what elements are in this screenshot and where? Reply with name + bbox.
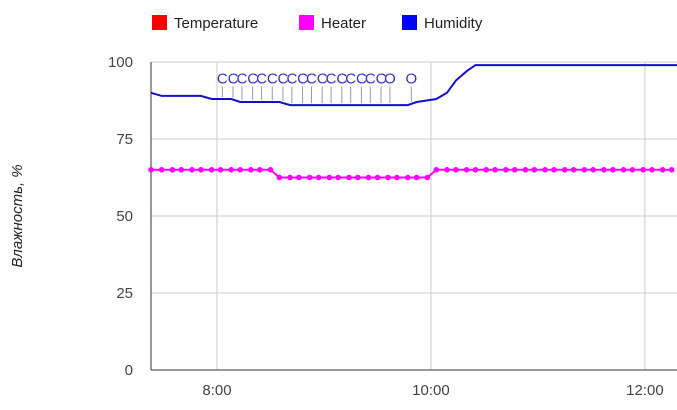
- data-point-heater: [561, 167, 568, 173]
- data-point-heater: [531, 167, 538, 173]
- data-point-heater: [581, 167, 588, 173]
- annotation-label: C: [286, 71, 297, 88]
- data-point-heater: [413, 174, 420, 181]
- data-point-heater: [385, 174, 391, 181]
- annotation-label: C: [376, 71, 387, 88]
- data-point-heater: [287, 174, 293, 181]
- legend-label: Humidity: [424, 15, 483, 32]
- data-point-heater: [267, 167, 274, 173]
- x-tick-label: 8:00: [202, 382, 231, 399]
- data-point-heater: [326, 174, 333, 181]
- annotation-label: C: [356, 71, 367, 88]
- data-point-heater: [374, 174, 381, 181]
- y-axis-title: Влажность, %: [9, 164, 26, 267]
- data-point-heater: [640, 167, 646, 173]
- legend-label: Temperature: [174, 15, 258, 32]
- data-point-heater: [444, 167, 450, 173]
- data-point-heater: [189, 167, 195, 173]
- data-point-heater: [610, 167, 616, 173]
- annotation-label: O: [405, 71, 417, 88]
- annotation-label: C: [228, 71, 239, 88]
- annotation-label: O: [384, 71, 396, 88]
- legend: Temperature Heater Humidity: [152, 15, 483, 32]
- data-point-heater: [178, 167, 185, 173]
- annotation-label: C: [317, 71, 328, 88]
- data-point-heater: [463, 167, 470, 173]
- y-tick-label: 100: [108, 54, 133, 71]
- annotation-label: C: [278, 71, 289, 88]
- legend-item-heater: Heater: [299, 15, 366, 32]
- data-point-heater: [346, 174, 352, 181]
- data-point-heater: [315, 174, 322, 181]
- data-point-heater: [472, 167, 479, 173]
- data-point-heater: [570, 167, 577, 173]
- data-point-heater: [492, 167, 498, 173]
- data-point-heater: [503, 167, 509, 173]
- y-tick-label: 0: [125, 362, 133, 379]
- data-point-heater: [649, 167, 655, 173]
- data-point-heater: [522, 167, 529, 173]
- y-tick-label: 50: [116, 208, 133, 225]
- axis-labels: 0 25 50 75 100 8:00 10:00 12:00 Влажность, %: [9, 54, 664, 399]
- annotation-label: C: [326, 71, 337, 88]
- legend-item-humidity: Humidity: [402, 15, 483, 32]
- data-point-heater: [483, 167, 490, 173]
- annotation-label: C: [217, 71, 228, 88]
- data-point-heater: [198, 167, 204, 173]
- legend-label: Heater: [321, 15, 366, 32]
- data-point-heater: [668, 167, 675, 173]
- data-point-heater: [365, 174, 372, 181]
- data-point-heater: [217, 167, 224, 173]
- data-point-heater: [306, 174, 313, 181]
- data-point-heater: [276, 174, 283, 181]
- annotation-label: C: [336, 71, 347, 88]
- data-point-heater: [296, 174, 302, 181]
- data-point-heater: [424, 174, 431, 181]
- data-point-heater: [551, 167, 557, 173]
- annotation-label: C: [306, 71, 317, 88]
- data-point-heater: [620, 167, 627, 173]
- annotation-label: C: [247, 71, 258, 88]
- x-tick-label: 12:00: [626, 382, 664, 399]
- data-point-heater: [433, 167, 440, 173]
- annotation-label: C: [237, 71, 248, 88]
- annotation-layer: C CC CC C CC CC CC CC CC CO O: [217, 71, 417, 104]
- legend-item-temperature: Temperature: [152, 15, 258, 32]
- annotation-label: C: [345, 71, 356, 88]
- series-line-humidity: [150, 64, 677, 107]
- data-point-heater: [601, 167, 607, 173]
- data-point-heater: [355, 174, 361, 181]
- data-point-heater: [394, 174, 400, 181]
- data-point-heater: [169, 167, 176, 173]
- annotation-label: C: [365, 71, 376, 88]
- data-point-heater: [237, 167, 243, 173]
- data-point-heater: [208, 167, 215, 173]
- data-point-heater: [590, 167, 596, 173]
- data-point-heater: [248, 167, 254, 173]
- x-tick-label: 10:00: [412, 382, 450, 399]
- legend-swatch: [402, 15, 417, 30]
- data-point-heater: [148, 167, 154, 173]
- y-tick-label: 25: [116, 285, 133, 302]
- data-point-heater: [511, 167, 518, 173]
- data-point-heater: [404, 174, 411, 181]
- grid: [150, 61, 677, 371]
- data-point-heater: [542, 167, 548, 173]
- legend-swatch: [152, 15, 167, 30]
- legend-swatch: [299, 15, 314, 30]
- data-point-heater: [256, 167, 263, 173]
- annotation-label: C: [256, 71, 267, 88]
- data-point-heater: [335, 174, 342, 181]
- y-tick-label: 75: [116, 131, 133, 148]
- series-layer: [148, 64, 677, 181]
- data-point-heater: [629, 167, 636, 173]
- annotation-label: C: [267, 71, 278, 88]
- data-point-heater: [158, 167, 165, 173]
- annotation-label: C: [297, 71, 308, 88]
- data-point-heater: [453, 167, 459, 173]
- data-point-heater: [659, 167, 666, 173]
- data-point-heater: [228, 167, 235, 173]
